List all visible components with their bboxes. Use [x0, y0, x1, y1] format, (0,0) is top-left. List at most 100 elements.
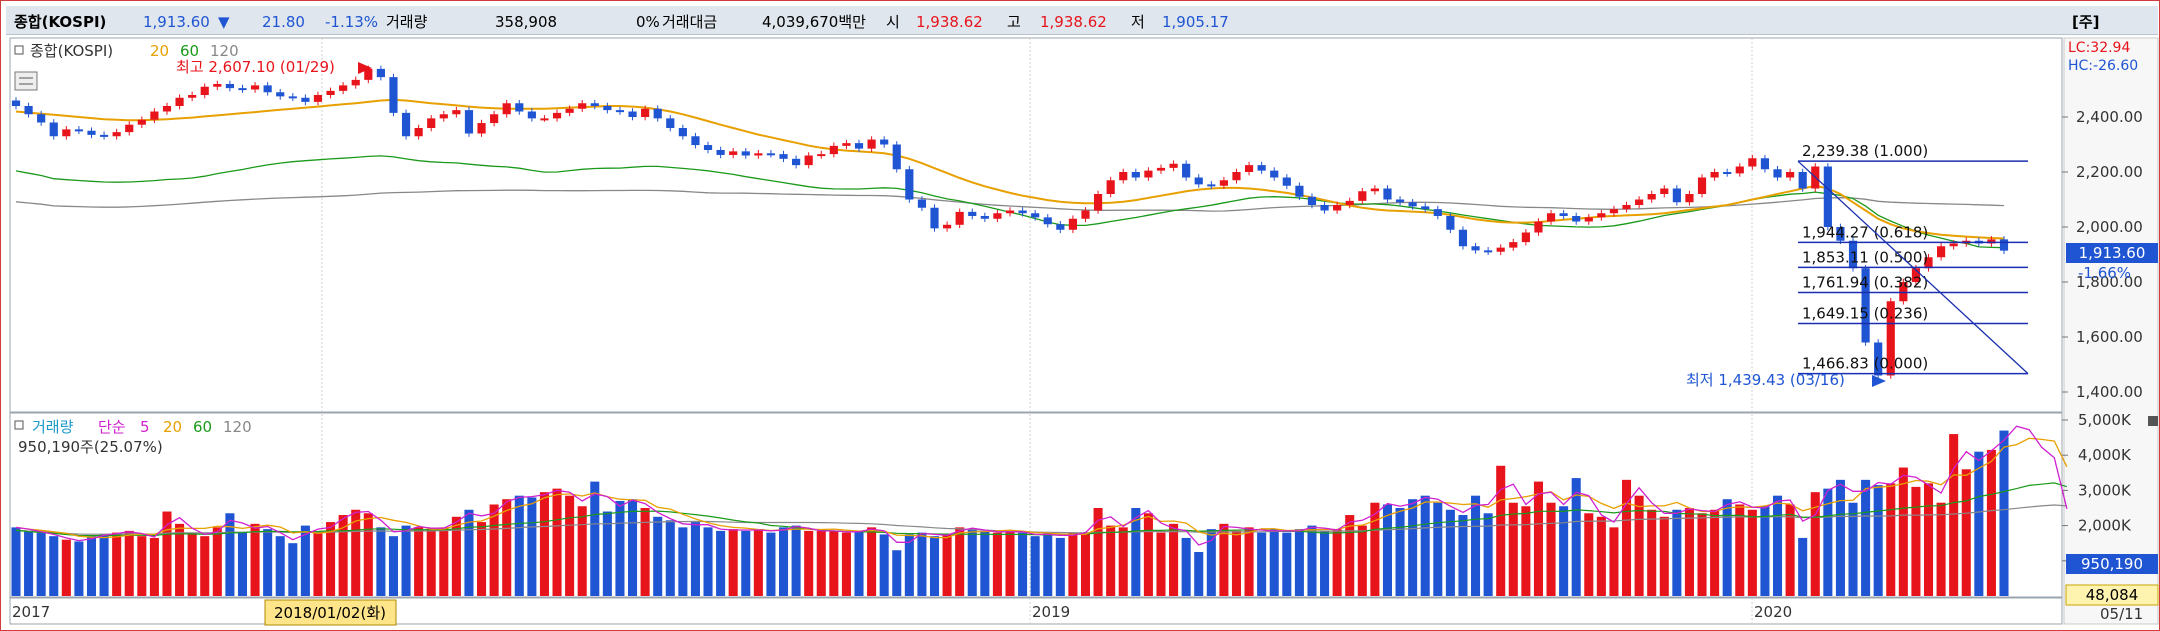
volume-bar — [1458, 515, 1468, 596]
volume-bar — [841, 532, 851, 596]
x-label-end: 05/11 — [2100, 605, 2143, 623]
volume-bar — [829, 530, 839, 596]
volume-bar — [1521, 506, 1531, 596]
candle-body — [1798, 172, 1807, 189]
candle-body — [490, 114, 499, 124]
low-label: 저 — [1131, 13, 1145, 31]
table-icon[interactable] — [14, 71, 38, 91]
volume-bar — [955, 527, 965, 596]
ma120-line — [15, 189, 2005, 212]
candle-body — [1723, 172, 1732, 174]
volume-bar — [1772, 495, 1783, 596]
volume-ma5: 5 — [140, 418, 150, 436]
candle-body — [1307, 196, 1317, 205]
volume-bar — [867, 527, 877, 596]
candle-body — [464, 110, 474, 134]
current-price-pct: -1.66% — [2078, 264, 2131, 282]
candle-body — [804, 155, 813, 166]
candle-body — [1874, 342, 1883, 376]
volume-bar — [1584, 513, 1594, 596]
candle-body — [1685, 194, 1694, 203]
volume-bar — [1055, 537, 1065, 596]
candle-body — [1836, 227, 1845, 241]
volume-bar — [1848, 502, 1858, 596]
volume-bar — [1672, 509, 1682, 596]
candle-body — [1005, 210, 1015, 214]
candle-body — [1093, 194, 1103, 211]
volume-bar — [577, 506, 587, 596]
candle-body — [427, 118, 436, 128]
candle-body — [892, 144, 901, 170]
candle-body — [1219, 180, 1228, 186]
volume-bar — [74, 541, 84, 596]
volume-bar — [992, 532, 1002, 596]
volume-ma60: 60 — [193, 418, 212, 436]
candle-body — [401, 112, 411, 137]
volume-bar — [1609, 527, 1619, 596]
volume-bar — [1257, 532, 1267, 596]
volume-bar — [1219, 523, 1229, 596]
candle-body — [955, 211, 964, 225]
candle-body — [1043, 217, 1052, 225]
candle-body — [1471, 246, 1480, 251]
volume-current-tag-text: 950,190 — [2081, 555, 2143, 573]
candle-body — [250, 85, 260, 90]
candle-body — [628, 111, 637, 117]
volume-bar — [1106, 525, 1116, 596]
candle-body — [11, 100, 21, 106]
candle-body — [502, 103, 511, 115]
volume-bar — [1760, 506, 1770, 596]
volume-bar — [162, 511, 172, 596]
high-annotation: 최고 2,607.10 (01/29) — [176, 58, 335, 76]
volume-bar — [288, 543, 298, 596]
volume-bar — [1206, 529, 1216, 596]
volume-bar — [11, 527, 21, 596]
price-tick-label: 1,600.00 — [2076, 328, 2143, 346]
candle-body — [1433, 209, 1442, 216]
collapse-icon[interactable] — [14, 45, 24, 55]
volume-bar — [1483, 513, 1493, 596]
candle-body — [1119, 172, 1128, 181]
candle-body — [1509, 242, 1518, 248]
price-tick-label: 2,200.00 — [2076, 163, 2143, 181]
volume-close-icon[interactable] — [2148, 416, 2158, 426]
volume-bar — [275, 536, 285, 596]
volume-bar — [1005, 530, 1015, 596]
volume-bar — [1798, 537, 1808, 596]
volume-bar — [766, 532, 776, 596]
unit-toggle-button[interactable]: [주] — [2072, 13, 2100, 31]
x-label-2017: 2017 — [12, 603, 50, 621]
candle-body — [1270, 170, 1279, 178]
candle-body — [930, 207, 939, 229]
candle-body — [301, 97, 310, 102]
volume-bar — [1018, 532, 1028, 596]
volume-collapse-icon[interactable] — [14, 420, 24, 430]
candle-body — [729, 151, 738, 155]
candle-body — [741, 151, 750, 156]
candle-body — [678, 128, 687, 137]
candle-body — [1068, 218, 1078, 230]
change-percent: -1.13% — [325, 13, 378, 31]
volume-bar — [1131, 508, 1141, 596]
volume-bar — [728, 529, 738, 596]
candle-body — [24, 106, 33, 115]
volume-bar — [980, 530, 990, 596]
index-price: 1,913.60 — [143, 13, 210, 31]
candle-body — [1584, 217, 1593, 222]
volume-legend-label: 거래량 — [32, 418, 74, 436]
candle-body — [1320, 205, 1329, 211]
fib-label: 1,466.83 (0.000) — [1802, 355, 1928, 373]
candle-body — [615, 110, 625, 113]
volume-bar — [263, 529, 273, 596]
legend-ma60: 60 — [180, 42, 199, 60]
lc-value: LC:32.94 — [2068, 40, 2130, 56]
candle-body — [1408, 202, 1417, 207]
candle-body — [1987, 239, 1996, 244]
volume-current-text: 950,190주(25.07%) — [18, 438, 163, 456]
candle-body — [1496, 247, 1505, 252]
change-arrow: ▼ — [218, 13, 230, 31]
candle-body — [1232, 172, 1241, 181]
volume-bar — [489, 504, 499, 596]
volume-sub-tag-text: 48,084 — [2086, 586, 2139, 604]
